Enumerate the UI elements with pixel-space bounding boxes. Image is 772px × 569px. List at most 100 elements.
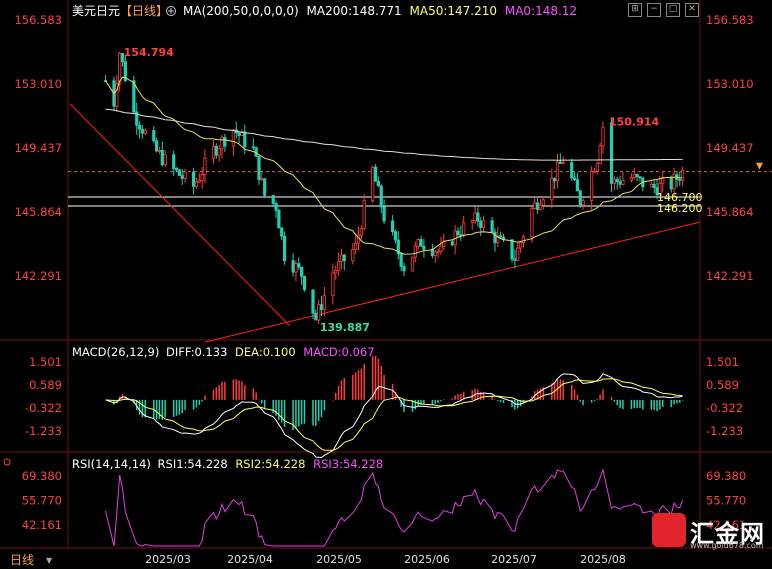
candle-body	[456, 230, 460, 236]
candle-body	[160, 150, 164, 166]
macd-tick-left: 0.589	[29, 378, 62, 392]
candle-body	[123, 61, 127, 82]
candle-body	[362, 200, 366, 230]
candle-body	[311, 289, 315, 314]
candle-body	[280, 227, 284, 237]
candle-body	[115, 83, 119, 107]
candle-body	[436, 250, 440, 253]
macd-panel[interactable]	[105, 355, 684, 459]
candle-body	[672, 174, 676, 190]
price-tick-right: 145.864	[706, 205, 754, 219]
candle-body	[317, 304, 321, 321]
candle-body	[373, 166, 378, 182]
candle-body	[578, 190, 582, 206]
candle-body	[396, 239, 400, 255]
rsi-tick-right: 42.161	[706, 518, 746, 532]
macd-tick-right: -0.322	[706, 401, 743, 415]
annotation-high2: 150.914	[609, 116, 659, 129]
candle-body	[621, 179, 625, 185]
candle-body	[132, 80, 136, 113]
candle-body	[479, 220, 483, 229]
candle-body	[297, 263, 301, 268]
candle-body	[251, 146, 255, 149]
candle-body	[618, 181, 622, 185]
candle-body	[274, 203, 278, 211]
rsi-settings-icon[interactable]	[3, 458, 11, 466]
rsi-line	[105, 468, 684, 547]
watermark-url: www.gold678.com	[690, 541, 764, 550]
candle-body	[291, 260, 295, 273]
x-axis-label: 2025/08	[580, 553, 626, 566]
rsi-tick-left: 55.770	[22, 494, 62, 508]
candle-body	[496, 235, 500, 244]
macd-tick-left: -1.233	[25, 424, 62, 438]
candle-body	[402, 266, 406, 272]
candle-body	[609, 122, 614, 184]
macd-tick-left: -0.322	[25, 401, 62, 415]
candle-body	[592, 171, 597, 173]
price-tick-left: 142.291	[14, 269, 62, 283]
candle-body	[575, 179, 580, 192]
uptrend-line	[204, 221, 701, 343]
rsi-panel[interactable]	[105, 468, 684, 547]
candle-body	[322, 295, 326, 310]
annotation-low: 139.887	[320, 321, 370, 334]
candle-body	[223, 137, 227, 147]
x-axis-label: 2025/03	[145, 553, 191, 566]
candle-body	[439, 245, 443, 252]
candle-body	[561, 162, 565, 165]
candle-body	[541, 199, 545, 206]
price-tick-left: 145.864	[14, 205, 62, 219]
minimize-icon[interactable]: −	[647, 3, 661, 17]
candle-body	[499, 235, 503, 238]
maximize-icon[interactable]: □	[666, 3, 680, 17]
candle-body	[194, 181, 199, 187]
candle-body	[521, 236, 525, 243]
candle-body	[558, 161, 562, 165]
candle-body	[231, 129, 235, 147]
candle-body	[217, 148, 221, 156]
price-tick-left: 153.010	[14, 77, 62, 91]
candle-body	[382, 206, 386, 222]
candle-body	[140, 128, 145, 134]
candle-body	[433, 251, 437, 256]
candle-body	[413, 245, 417, 258]
watermark-logo-icon	[652, 513, 686, 547]
macd-dea-line	[105, 378, 683, 451]
rsi-tick-left: 69.380	[22, 469, 62, 483]
x-axis-label: 2025/06	[404, 553, 450, 566]
candle-body	[237, 132, 241, 136]
candle-body	[601, 126, 605, 147]
macd-tick-right: 1.501	[706, 355, 739, 369]
period-label[interactable]: 日线	[10, 553, 34, 567]
symbol-title: 美元日元【日线】	[72, 4, 168, 18]
period-dropdown-icon[interactable]: ▼	[46, 556, 53, 565]
candle-body	[590, 171, 594, 201]
price-tick-left: 156.583	[14, 13, 62, 27]
candle-body	[214, 146, 218, 156]
candle-body	[410, 256, 415, 272]
candle-body	[354, 242, 358, 250]
rsi-tick-right: 69.380	[706, 469, 746, 483]
candle-body	[379, 185, 383, 208]
toolbar: ⊞ − □ ✕	[628, 3, 699, 17]
x-axis-label: 2025/07	[491, 553, 537, 566]
candle-body	[339, 254, 344, 262]
candle-body	[470, 220, 474, 224]
candle-body	[393, 231, 398, 241]
candle-body	[516, 247, 520, 261]
candle-body	[143, 130, 147, 134]
grid-icon[interactable]: ⊞	[628, 3, 642, 17]
ma-legend: MA(200,50,0,0,0,0) MA200:148.771 MA50:14…	[183, 4, 577, 18]
close-icon[interactable]: ✕	[685, 3, 699, 17]
add-icon[interactable]	[166, 6, 176, 16]
watermark-text: 汇金网	[690, 520, 765, 548]
candle-body	[510, 239, 514, 260]
candle-body	[163, 154, 167, 166]
candle-body	[300, 266, 304, 277]
candle-body	[220, 137, 224, 150]
last-price-marker-icon: ▼	[756, 162, 763, 172]
candle-body	[203, 157, 207, 176]
